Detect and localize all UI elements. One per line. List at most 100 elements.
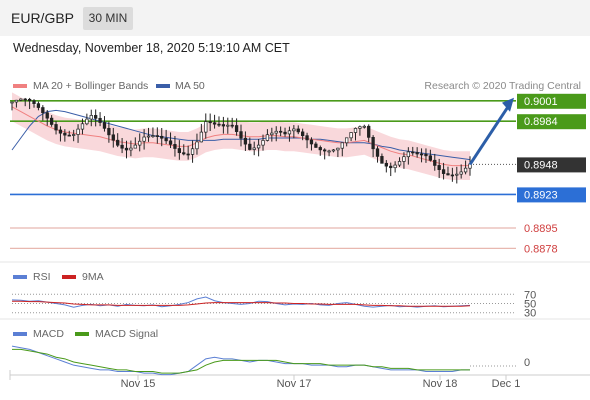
candle-body bbox=[397, 161, 402, 166]
candle-body bbox=[248, 143, 252, 150]
candle-body bbox=[76, 128, 80, 135]
candle-body bbox=[446, 173, 450, 176]
timeframe-button[interactable]: 30 MIN bbox=[83, 7, 133, 30]
candle-body bbox=[63, 132, 67, 136]
level-tag bbox=[517, 157, 586, 173]
candle-body bbox=[186, 153, 190, 156]
symbol-title: EUR/GBP bbox=[11, 10, 75, 26]
candle-body bbox=[221, 124, 226, 127]
candle-body bbox=[164, 137, 168, 142]
legend-9ma: 9MA bbox=[82, 271, 104, 283]
candle-body bbox=[380, 156, 384, 164]
candle-body bbox=[345, 137, 349, 144]
candle-body bbox=[190, 148, 195, 155]
candle-body bbox=[94, 115, 98, 119]
legend-swatch-macd bbox=[13, 332, 27, 336]
candle-body bbox=[129, 147, 133, 151]
candle-body bbox=[287, 130, 292, 135]
candle-body bbox=[305, 135, 309, 141]
level-label: 0.8948 bbox=[524, 159, 558, 171]
candle-body bbox=[58, 129, 63, 134]
candle-body bbox=[450, 174, 455, 177]
candle-body bbox=[428, 155, 433, 161]
candle-body bbox=[419, 153, 424, 156]
macd-level-label: 0 bbox=[524, 357, 530, 369]
candle-body bbox=[402, 156, 406, 162]
candle-body bbox=[371, 137, 375, 150]
candle-body bbox=[323, 149, 327, 152]
header-bar: EUR/GBP 30 MIN bbox=[0, 0, 590, 36]
level-label: 0.8878 bbox=[524, 243, 558, 255]
candle-body bbox=[433, 159, 437, 166]
candle-body bbox=[234, 125, 239, 132]
candle-body bbox=[226, 124, 230, 127]
candle-body bbox=[270, 132, 274, 136]
candle-body bbox=[124, 147, 129, 151]
candle-body bbox=[32, 100, 36, 104]
candle-body bbox=[389, 165, 393, 169]
candle-body bbox=[239, 131, 243, 139]
legend-rsi: RSI bbox=[33, 271, 51, 283]
candle-body bbox=[199, 131, 204, 143]
candle-body bbox=[23, 98, 27, 101]
level-label: 0.9001 bbox=[524, 96, 558, 108]
macd-signal-line bbox=[12, 348, 470, 374]
candle-body bbox=[309, 139, 314, 145]
candle-body bbox=[349, 132, 353, 139]
candle-body bbox=[406, 151, 410, 158]
candle-body bbox=[212, 122, 217, 125]
candle-body bbox=[375, 148, 380, 157]
candle-body bbox=[362, 125, 366, 128]
x-tick-label: Nov 17 bbox=[277, 378, 312, 390]
candle-body bbox=[45, 112, 49, 119]
candle-body bbox=[10, 101, 14, 104]
candle-body bbox=[230, 124, 234, 127]
candle-body bbox=[19, 98, 23, 101]
candle-body bbox=[173, 144, 177, 149]
candle-body bbox=[67, 134, 71, 137]
candle-body bbox=[182, 152, 186, 155]
candle-body bbox=[331, 149, 336, 152]
candle-body bbox=[265, 134, 270, 141]
candle-body bbox=[393, 164, 397, 169]
candle-body bbox=[146, 135, 151, 138]
candle-body bbox=[353, 128, 358, 133]
candle-body bbox=[340, 142, 344, 149]
candle-body bbox=[296, 128, 300, 133]
legend-swatch-9ma bbox=[62, 275, 76, 279]
x-tick-label: Nov 15 bbox=[121, 378, 156, 390]
candle-body bbox=[102, 122, 107, 129]
candle-body bbox=[424, 153, 428, 157]
candle-body bbox=[36, 103, 41, 108]
candle-body bbox=[455, 173, 459, 176]
level-tag bbox=[517, 93, 586, 109]
candle-body bbox=[463, 167, 468, 173]
candle-body bbox=[142, 136, 146, 142]
legend-swatch-bollinger bbox=[13, 84, 27, 88]
legend-swatch-rsi bbox=[13, 275, 27, 279]
candle-body bbox=[314, 143, 318, 148]
candle-body bbox=[318, 147, 322, 151]
candle-body bbox=[367, 125, 371, 138]
candle-body bbox=[89, 115, 93, 120]
level-label: 0.8895 bbox=[524, 223, 558, 235]
candle-body bbox=[327, 150, 331, 153]
candle-body bbox=[138, 140, 142, 146]
legend-swatch-macd-signal bbox=[75, 332, 89, 336]
candle-body bbox=[155, 135, 159, 137]
candle-body bbox=[283, 131, 287, 135]
candle-body bbox=[415, 152, 419, 155]
level-label: 0.8923 bbox=[524, 189, 558, 201]
forecast-arrow bbox=[468, 105, 510, 166]
candle-body bbox=[80, 123, 85, 130]
candle-body bbox=[437, 165, 441, 171]
candle-body bbox=[195, 141, 199, 150]
candle-body bbox=[411, 151, 415, 154]
legend-macd-signal: MACD Signal bbox=[95, 328, 159, 340]
rsi-level-label: 50 bbox=[524, 299, 536, 311]
candle-body bbox=[278, 130, 283, 133]
rsi-level-label: 70 bbox=[524, 289, 536, 301]
datetime-label: Wednesday, November 18, 2020 5:19:10 AM … bbox=[13, 41, 290, 55]
candle-body bbox=[160, 135, 164, 139]
